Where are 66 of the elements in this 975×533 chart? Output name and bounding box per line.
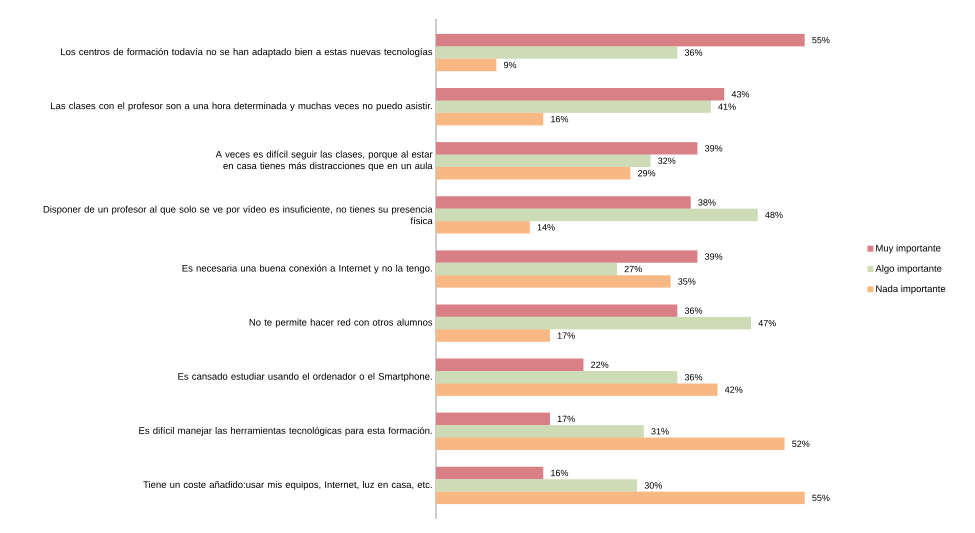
bar bbox=[436, 383, 718, 396]
data-label: 52% bbox=[792, 440, 810, 447]
data-label: 36% bbox=[684, 374, 702, 380]
bar bbox=[436, 329, 550, 342]
data-label: 36% bbox=[684, 307, 702, 314]
y-tick-label: Es difícil manejar las herramientas tecnológicas para esta formación. bbox=[139, 426, 432, 436]
bar bbox=[436, 221, 530, 234]
bar bbox=[436, 275, 671, 288]
data-label: 55% bbox=[812, 494, 830, 502]
data-label: 55% bbox=[812, 36, 830, 44]
bar bbox=[436, 58, 496, 72]
data-label: 47% bbox=[758, 320, 776, 326]
data-label: 35% bbox=[678, 278, 696, 285]
data-label: 27% bbox=[624, 266, 642, 272]
data-label: 14% bbox=[538, 224, 555, 230]
y-tick-label: Es necesaria una buena conexión a Internet y no la tengo. bbox=[182, 264, 432, 274]
bar bbox=[436, 250, 698, 263]
y-tick-label: Disponer de un profesor al que solo se ve por vídeo es insuficiente, no tienes su presencia física bbox=[44, 206, 433, 224]
data-label: 38% bbox=[698, 199, 716, 206]
y-tick-label: A veces es difícil seguir las clases, porque al estar en casa tienes más distracciones que en un aula bbox=[216, 150, 433, 172]
data-label: 39% bbox=[704, 145, 722, 152]
bar bbox=[436, 34, 805, 46]
bar bbox=[436, 112, 544, 126]
data-label: 32% bbox=[658, 158, 676, 164]
data-label: 29% bbox=[638, 170, 656, 176]
bar bbox=[436, 466, 544, 480]
bar bbox=[436, 208, 758, 222]
data-label: 43% bbox=[732, 91, 750, 98]
y-tick-label: Las clases con el profesor son a una hora determinada y muchas veces no puedo asistir. bbox=[51, 102, 432, 112]
y-tick-label: No te permite hacer red con otros alumnos bbox=[250, 318, 432, 328]
data-label: 17% bbox=[558, 332, 575, 339]
bar bbox=[436, 167, 630, 180]
data-label: 22% bbox=[591, 362, 608, 368]
bar bbox=[436, 492, 805, 504]
bar bbox=[436, 46, 678, 59]
y-tick-label: Los centros de formación todavía no se han adaptado bien a estas nuevas tecnologías bbox=[61, 48, 432, 58]
data-label: 41% bbox=[718, 104, 736, 110]
data-label: 48% bbox=[765, 212, 783, 218]
bar bbox=[436, 196, 691, 209]
y-tick-label: Es cansado estudiar usando el ordenador o el Smartphone. bbox=[178, 372, 432, 382]
data-label: 39% bbox=[704, 253, 722, 260]
bar bbox=[436, 88, 724, 100]
bar bbox=[436, 142, 698, 155]
data-label: 36% bbox=[684, 49, 702, 56]
bar bbox=[436, 262, 617, 276]
y-tick-label: Tiene un coste añadido:usar mis equipos, Internet, luz en casa, etc. bbox=[143, 481, 432, 490]
data-label: 42% bbox=[724, 386, 742, 393]
data-label: 16% bbox=[551, 116, 568, 122]
data-label: 9% bbox=[504, 62, 516, 68]
bar bbox=[436, 316, 752, 330]
bar bbox=[436, 412, 550, 426]
bar bbox=[436, 154, 651, 167]
bar bbox=[436, 438, 785, 450]
legend-label: Algo importante bbox=[875, 264, 942, 274]
bar bbox=[436, 370, 678, 384]
legend-label: Nada importante bbox=[876, 285, 946, 294]
bar bbox=[436, 358, 584, 371]
data-label: 16% bbox=[551, 470, 568, 476]
data-label: 17% bbox=[558, 416, 575, 422]
bar bbox=[436, 304, 678, 317]
legend-label: Muy importante bbox=[876, 244, 940, 254]
data-label: 30% bbox=[644, 482, 662, 489]
bar bbox=[436, 425, 644, 438]
data-label: 31% bbox=[651, 428, 669, 435]
bar bbox=[436, 479, 638, 492]
bar bbox=[436, 100, 711, 113]
